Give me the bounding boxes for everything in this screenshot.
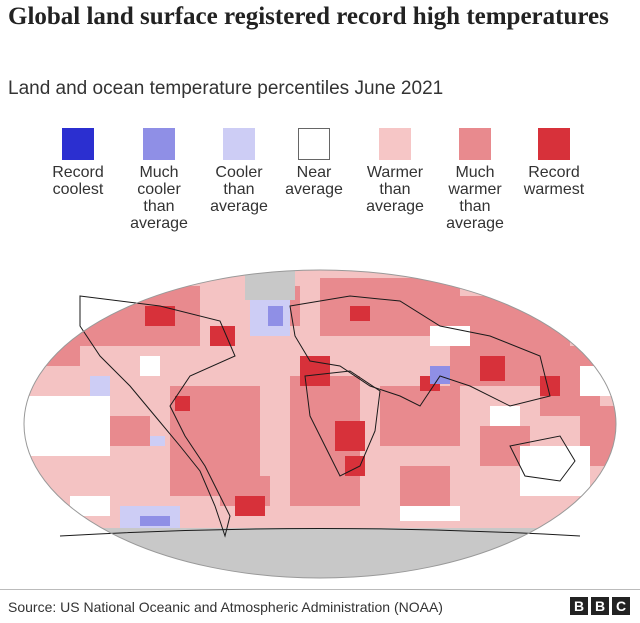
antarctica-coastline (59, 528, 581, 537)
legend-item-cooler: Cooler than average (197, 128, 281, 215)
chart-title: Global land surface registered record hi… (8, 3, 609, 30)
legend-label-much-warmer: Much warmer than average (446, 164, 504, 232)
legend-item-much-warmer: Much warmer than average (433, 128, 517, 232)
bbc-logo-letter: B (570, 597, 588, 615)
legend-item-much-cooler: Much cooler than average (117, 128, 201, 232)
bbc-logo: B B C (570, 597, 630, 615)
coastlines (59, 295, 581, 538)
legend-item-near-average: Near average (272, 128, 356, 198)
legend-label-cooler: Cooler than average (210, 164, 268, 215)
legend-swatch-near-average (298, 128, 330, 160)
legend-label-record-coolest: Record coolest (52, 164, 104, 198)
chart-subtitle: Land and ocean temperature percentiles J… (8, 78, 444, 99)
world-map (20, 266, 620, 582)
legend-swatch-warmer (379, 128, 411, 160)
legend-swatch-cooler (223, 128, 255, 160)
bbc-logo-letter: C (612, 597, 630, 615)
eurasia-coastline (289, 295, 551, 407)
near-average-cells (24, 326, 616, 521)
much-cooler-cells (140, 306, 450, 526)
legend-item-record-coolest: Record coolest (36, 128, 120, 198)
bbc-logo-letter: B (591, 597, 609, 615)
legend-swatch-much-warmer (459, 128, 491, 160)
legend-swatch-record-coolest (62, 128, 94, 160)
africa-coastline (304, 370, 381, 477)
map-outline (23, 269, 617, 579)
legend-swatch-much-cooler (143, 128, 175, 160)
greenland (245, 270, 295, 300)
legend-label-much-cooler: Much cooler than average (130, 164, 188, 232)
legend-label-record-warmest: Record warmest (523, 164, 585, 198)
world-map-svg (23, 269, 617, 579)
legend-label-warmer: Warmer than average (366, 164, 424, 215)
legend-swatch-record-warmest (538, 128, 570, 160)
source-text: Source: US National Oceanic and Atmosphe… (8, 599, 443, 615)
australia-coastline (509, 435, 576, 482)
antarctica (24, 528, 616, 578)
legend-item-warmer: Warmer than average (353, 128, 437, 215)
legend: Record coolest Much cooler than average … (36, 128, 596, 240)
legend-item-record-warmest: Record warmest (512, 128, 596, 198)
footer: Source: US National Oceanic and Atmosphe… (0, 589, 640, 623)
americas-coastline (79, 295, 236, 538)
legend-label-near-average: Near average (285, 164, 343, 198)
map-cells (24, 270, 616, 578)
